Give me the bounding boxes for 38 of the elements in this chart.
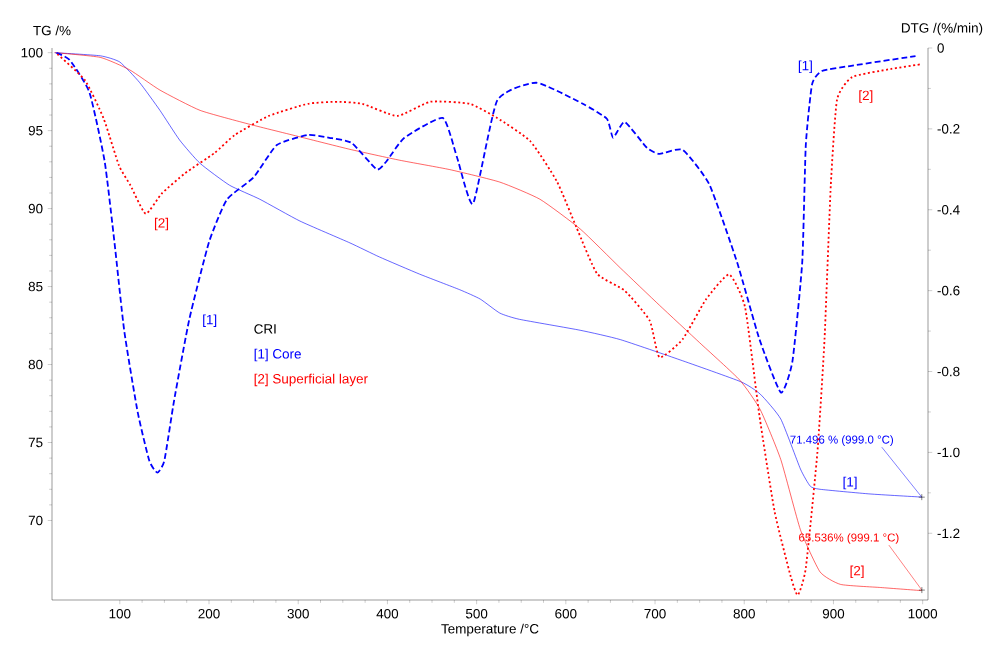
x-tick-label: 100 (109, 608, 131, 619)
annotation: 71.496 % (999.0 °C) (790, 435, 894, 446)
y2-tick-label: -0.2 (937, 124, 960, 134)
y2-tick-label: -0.4 (937, 204, 960, 215)
y2-axis-title: DTG /(%/min) (901, 22, 983, 36)
y-tick-label: 75 (28, 437, 43, 448)
text: [1] Core (254, 348, 301, 362)
x-axis-title: Temperature /°C (441, 623, 539, 637)
y-tick-label: 80 (28, 359, 43, 370)
annotation: [1] (798, 60, 812, 74)
x-tick-label: 800 (733, 608, 755, 619)
x-tick-label: 200 (198, 608, 220, 619)
x-tick-label: 1000 (908, 608, 938, 619)
y2-tick-label: 0 (937, 43, 944, 53)
y2-tick-label: -1.0 (937, 447, 960, 458)
y-tick-label: 90 (28, 203, 43, 214)
x-tick-label: 900 (822, 608, 845, 619)
annotation: 65.536% (999.1 °C) (799, 533, 899, 544)
y2-tick-label: -1.2 (937, 528, 960, 538)
annotation: [2] (154, 217, 169, 231)
y-tick-label: 95 (28, 125, 43, 136)
annotation: [1] (203, 314, 217, 327)
x-tick-label: 700 (644, 608, 666, 619)
x-tick-label: 400 (376, 608, 399, 619)
x-tick-label: 600 (555, 608, 577, 619)
text: [2] Superficial layer (254, 373, 368, 387)
y-tick-label: 100 (21, 47, 43, 58)
annotation: [1] (843, 476, 857, 490)
legend-title: CRI (254, 324, 276, 334)
y-tick-label: 70 (28, 515, 43, 526)
x-tick-label: 500 (465, 608, 488, 619)
annotation: [2] (850, 565, 864, 579)
y2-tick-label: -0.6 (937, 285, 960, 296)
annotation: [2] (859, 90, 873, 103)
x-tick-label: 300 (287, 608, 309, 619)
y-axis-title: TG /% (33, 25, 71, 36)
y-tick-label: 85 (28, 281, 43, 292)
y2-tick-label: -0.8 (937, 366, 960, 377)
